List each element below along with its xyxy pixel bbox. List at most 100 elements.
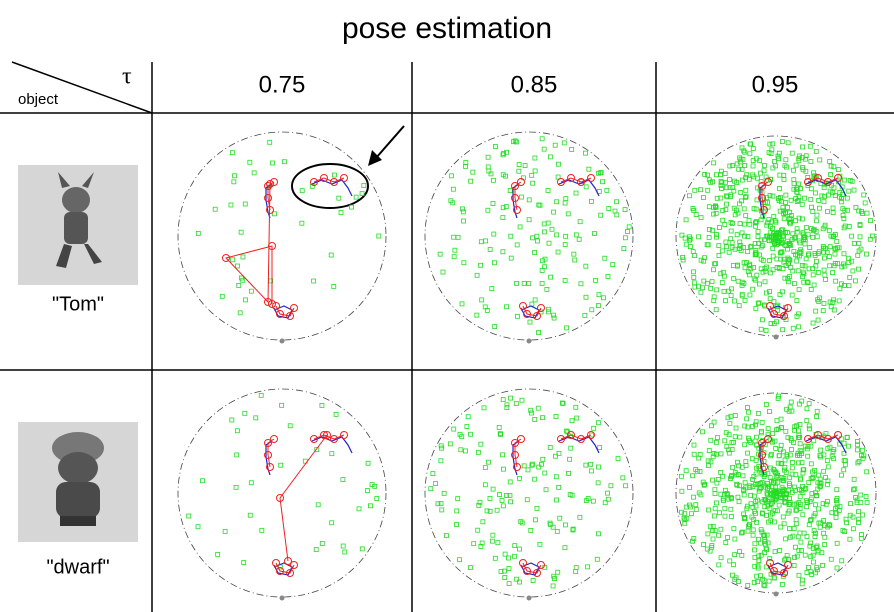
sample-point — [822, 268, 826, 272]
sample-point — [818, 158, 822, 162]
sample-point — [858, 235, 862, 239]
sample-point — [760, 318, 764, 322]
sample-point — [794, 518, 798, 522]
sample-point — [552, 210, 556, 214]
sample-point — [501, 467, 505, 471]
sample-point — [857, 267, 861, 271]
sample-point — [493, 325, 497, 329]
sample-point — [722, 289, 726, 293]
sample-point — [701, 430, 705, 434]
sample-point — [809, 462, 813, 466]
sample-point — [491, 201, 495, 205]
sample-point — [773, 550, 777, 554]
sample-point — [817, 507, 821, 511]
sample-point — [243, 202, 247, 206]
sample-point — [201, 479, 205, 483]
sample-point — [729, 229, 733, 233]
sample-point — [811, 235, 815, 239]
sample-point — [235, 453, 239, 457]
sample-point — [732, 299, 736, 303]
sample-point — [864, 494, 868, 498]
sample-point — [694, 213, 698, 217]
sample-point — [611, 263, 615, 267]
sample-point — [223, 529, 227, 533]
sample-point — [216, 552, 220, 556]
sample-point — [570, 147, 574, 151]
sample-point — [519, 195, 523, 199]
sample-point — [563, 546, 567, 550]
sample-point — [484, 239, 488, 243]
sample-point — [357, 507, 361, 511]
sample-point — [821, 309, 825, 313]
sample-point — [856, 253, 860, 257]
sample-point — [742, 207, 746, 211]
sample-point — [501, 216, 505, 220]
sample-point — [341, 544, 345, 548]
sample-point — [623, 236, 627, 240]
sample-point — [530, 173, 534, 177]
sample-point — [828, 159, 832, 163]
sample-point — [833, 252, 837, 256]
sample-point — [730, 221, 734, 225]
sample-point — [805, 419, 809, 423]
sample-point — [706, 508, 710, 512]
sample-point — [754, 278, 758, 282]
sample-point — [743, 150, 747, 154]
sample-point — [232, 180, 236, 184]
sample-point — [827, 255, 831, 259]
sample-point — [715, 235, 719, 239]
sample-point — [817, 198, 821, 202]
sample-point — [743, 481, 747, 485]
sample-point — [814, 309, 818, 313]
sample-point — [836, 168, 840, 172]
sample-point — [776, 480, 780, 484]
sample-point — [773, 160, 777, 164]
sample-point — [863, 201, 867, 205]
sample-point — [806, 454, 810, 458]
sample-point — [857, 460, 861, 464]
sample-point — [717, 533, 721, 537]
sample-point — [814, 149, 818, 153]
sample-point — [507, 582, 511, 586]
sample-point — [799, 548, 803, 552]
sample-point — [505, 406, 509, 410]
sample-point — [712, 514, 716, 518]
sample-point — [773, 439, 777, 443]
sample-point — [486, 155, 490, 159]
sample-point — [723, 506, 727, 510]
sample-point — [320, 403, 324, 407]
sample-point — [766, 427, 770, 431]
sample-point — [733, 413, 737, 417]
sample-point — [846, 444, 850, 448]
sample-point — [847, 224, 851, 228]
sample-point — [533, 156, 537, 160]
sample-point — [747, 218, 751, 222]
sample-point — [501, 250, 505, 254]
sample-point — [509, 500, 513, 504]
sample-point — [574, 566, 578, 570]
sample-point — [711, 537, 715, 541]
sample-point — [713, 529, 717, 533]
sample-point — [456, 235, 460, 239]
sample-point — [254, 416, 258, 420]
sample-point — [799, 540, 803, 544]
sample-point — [526, 468, 530, 472]
sample-point — [555, 529, 559, 533]
sample-point — [800, 202, 804, 206]
sample-point — [819, 448, 823, 452]
sample-point — [590, 469, 594, 473]
sample-point — [300, 189, 304, 193]
sample-point — [832, 457, 836, 461]
sample-point — [472, 542, 476, 546]
sample-point — [789, 448, 793, 452]
sample-point — [548, 155, 552, 159]
sample-point — [495, 508, 499, 512]
sample-point — [767, 579, 771, 583]
sample-point — [705, 243, 709, 247]
sample-point — [692, 270, 696, 274]
sample-point — [794, 522, 798, 526]
sample-point — [827, 228, 831, 232]
sample-point — [808, 246, 812, 250]
sample-point — [455, 522, 459, 526]
sample-point — [717, 253, 721, 257]
